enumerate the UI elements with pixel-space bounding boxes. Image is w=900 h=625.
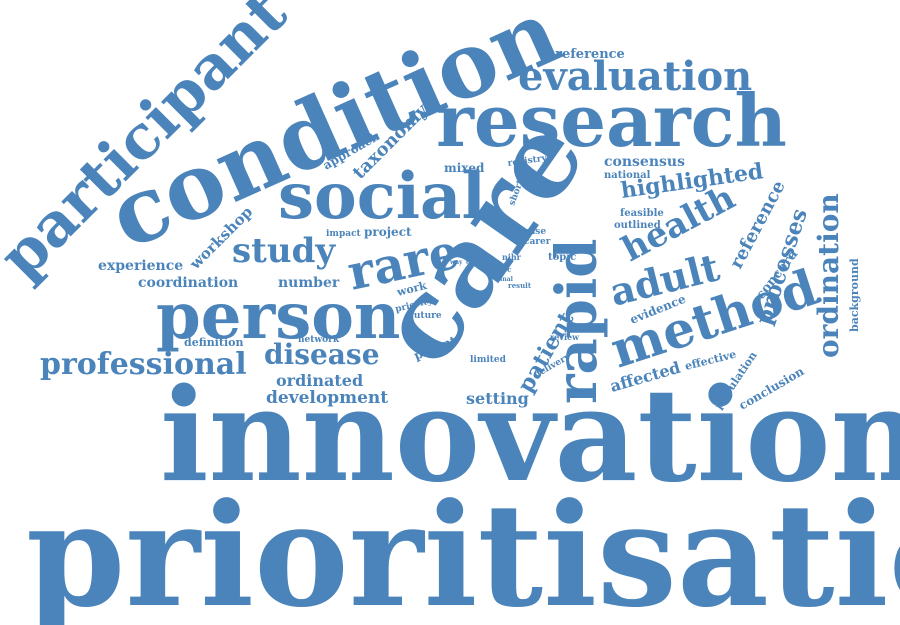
word-limited: limited <box>470 355 507 365</box>
word-development: development <box>266 388 388 408</box>
word-rapid: rapid <box>544 239 610 404</box>
word-person: person <box>156 279 400 354</box>
word-study: study <box>232 231 336 271</box>
word-impact: impact <box>326 229 362 239</box>
word-network: network <box>298 335 340 345</box>
word-preference: preference <box>546 47 625 62</box>
word-background: background <box>848 258 861 332</box>
word-setting: setting <box>466 389 529 408</box>
word-result: result <box>508 281 532 290</box>
word-feasible: feasible <box>620 208 664 219</box>
word-innovation: innovation <box>160 361 900 511</box>
word-final: final <box>498 276 514 283</box>
word-research: research <box>436 78 787 163</box>
word-number: number <box>278 275 340 291</box>
word-way: way <box>449 259 463 266</box>
word-carer: carer <box>524 237 551 247</box>
word-ordination: ordination <box>812 193 845 358</box>
word-outlined: outlined <box>614 220 661 231</box>
word-cost: cost <box>466 259 480 266</box>
word-lack: lack <box>480 255 495 262</box>
word-definition: definition <box>184 336 243 349</box>
word-prioritisation: prioritisation <box>26 473 900 625</box>
word-nihr: nihr <box>502 252 522 262</box>
word-mixed: mixed <box>444 161 485 175</box>
word-consensus: consensus <box>604 154 685 170</box>
word-project: project <box>364 225 412 239</box>
word-future: future <box>410 311 442 321</box>
word-evaluation: evaluation <box>518 53 752 100</box>
word-topic: topic <box>548 252 576 263</box>
word-professional: professional <box>40 347 247 382</box>
word-ordinated: ordinated <box>276 371 363 390</box>
word-review: review <box>550 332 580 342</box>
word-case: case <box>524 227 546 237</box>
word-national: national <box>604 170 651 181</box>
word-proc: proc <box>494 265 512 274</box>
word-social: social <box>278 159 486 234</box>
word-experience: experience <box>98 258 183 274</box>
word-coordination: coordination <box>138 275 238 291</box>
word-disease: disease <box>264 338 380 371</box>
